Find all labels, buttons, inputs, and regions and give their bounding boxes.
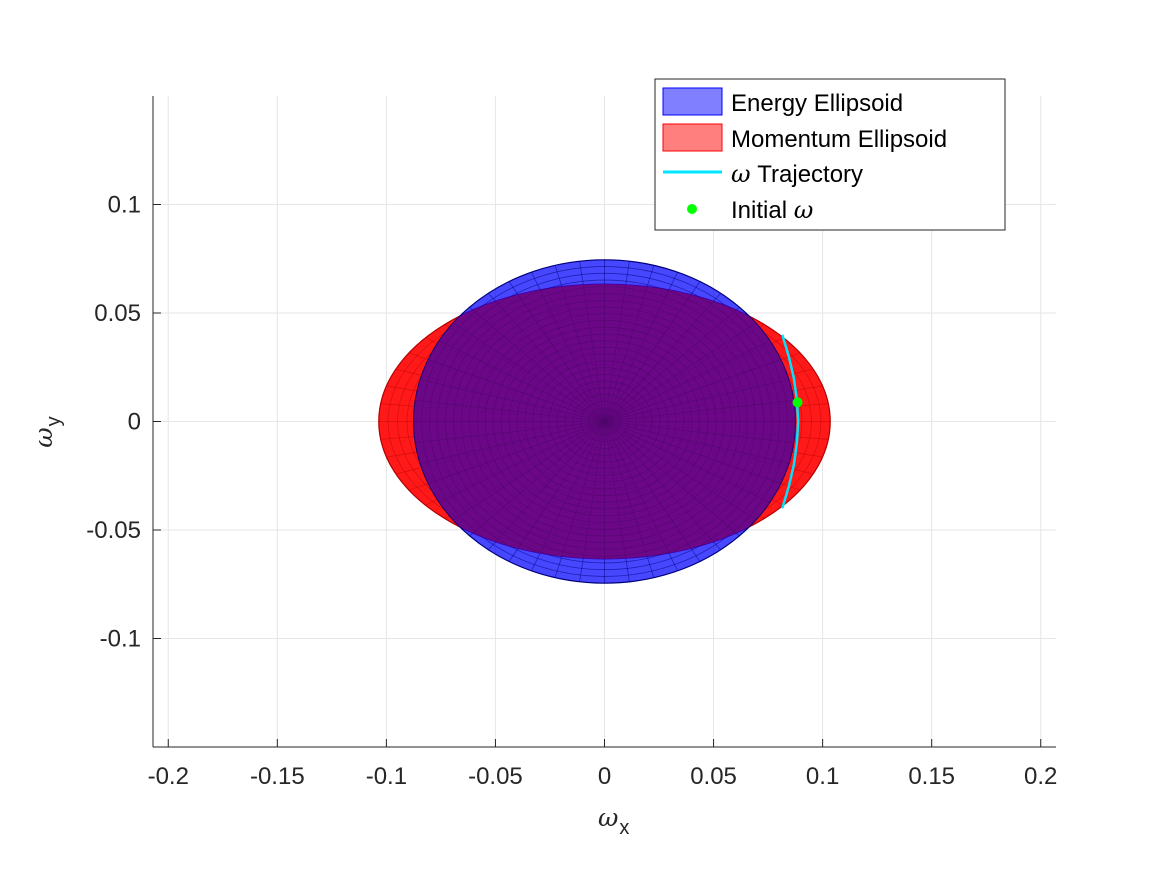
legend-initial-symbol: ω bbox=[794, 196, 814, 224]
y-tick-label-2: 0 bbox=[128, 409, 141, 436]
y-tick-label-1: -0.05 bbox=[86, 517, 141, 544]
y-tick-label-3: 0.05 bbox=[94, 300, 141, 327]
x-tick-label-2: -0.1 bbox=[366, 763, 407, 790]
y-axis-subscript: y bbox=[43, 416, 65, 426]
x-tick-label-8: 0.2 bbox=[1024, 763, 1057, 790]
x-tick-label-3: -0.05 bbox=[468, 763, 523, 790]
legend-swatch-energy bbox=[662, 87, 723, 116]
x-tick-label-4: 0 bbox=[598, 763, 611, 790]
legend-trajectory-symbol: ω bbox=[731, 160, 751, 188]
legend-swatch-momentum bbox=[662, 123, 723, 152]
y-tick-labels: -0.1 -0.05 0 0.05 0.1 bbox=[86, 192, 141, 653]
x-tick-labels: -0.2 -0.15 -0.1 -0.05 0 0.05 0.1 0.15 0.2 bbox=[148, 763, 1058, 790]
energy-ellipsoid bbox=[413, 259, 796, 584]
trajectory-line bbox=[781, 334, 800, 509]
x-tick-label-0: -0.2 bbox=[148, 763, 189, 790]
legend-label-trajectory: ω Trajectory bbox=[731, 160, 863, 188]
x-axis-label: ωx bbox=[598, 803, 629, 839]
x-tick-label-1: -0.15 bbox=[250, 763, 305, 790]
x-tick-label-6: 0.1 bbox=[806, 763, 839, 790]
y-axis-symbol: ω bbox=[29, 427, 58, 447]
legend-label-initial: Initial ω bbox=[731, 196, 813, 224]
legend-initial-name: Initial bbox=[731, 197, 787, 224]
x-tick-label-7: 0.15 bbox=[908, 763, 955, 790]
initial-omega bbox=[792, 397, 803, 408]
overlap-region bbox=[413, 284, 796, 559]
x-axis-symbol: ω bbox=[598, 803, 618, 832]
plot-area bbox=[378, 259, 831, 584]
x-tick-label-5: 0.05 bbox=[690, 763, 737, 790]
legend-label-momentum: Momentum Ellipsoid bbox=[731, 126, 947, 153]
x-axis-subscript: x bbox=[619, 817, 629, 839]
legend-marker-initial bbox=[687, 204, 697, 214]
y-tick-label-4: 0.1 bbox=[108, 192, 141, 219]
legend-trajectory-name: Trajectory bbox=[757, 161, 863, 188]
omega-trajectory bbox=[781, 334, 800, 509]
axes bbox=[152, 96, 1056, 748]
y-tick-label-0: -0.1 bbox=[100, 626, 141, 653]
y-axis-label: ωy bbox=[29, 416, 65, 447]
legend-label-energy: Energy Ellipsoid bbox=[731, 90, 903, 117]
initial-point bbox=[792, 397, 803, 408]
overlap-fill bbox=[413, 284, 796, 559]
legend: Energy Ellipsoid Momentum Ellipsoid ω Tr… bbox=[654, 78, 1006, 231]
